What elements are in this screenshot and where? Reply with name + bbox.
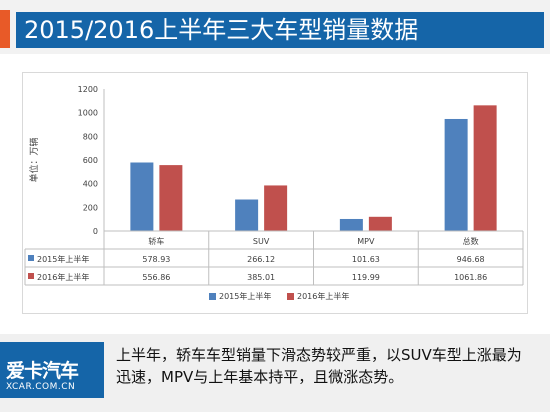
bar bbox=[368, 216, 392, 231]
header-accent-stripe bbox=[0, 10, 10, 48]
y-tick-label: 600 bbox=[83, 156, 98, 165]
table-series-label: 2015年上半年 bbox=[37, 254, 89, 264]
legend-label: 2016年上半年 bbox=[297, 291, 349, 301]
category-label: 总数 bbox=[463, 236, 479, 246]
footer: 爱卡汽车 XCAR.COM.CN 上半年，轿车车型销量下滑态势较严重，以SUV车… bbox=[0, 334, 550, 412]
legend-swatch bbox=[287, 293, 294, 300]
table-legend-key bbox=[28, 255, 34, 261]
page-title: 2015/2016上半年三大车型销量数据 bbox=[16, 12, 544, 48]
bar bbox=[339, 218, 363, 231]
data-label: 101.63 bbox=[352, 255, 380, 264]
legend-swatch bbox=[209, 293, 216, 300]
y-tick-label: 0 bbox=[93, 227, 98, 236]
bar bbox=[235, 199, 259, 231]
logo-cn-text: 爱卡汽车 bbox=[6, 360, 79, 382]
logo-en-text: XCAR.COM.CN bbox=[6, 382, 76, 392]
summary-text: 上半年，轿车车型销量下滑态势较严重，以SUV车型上涨最为迅速，MPV与上年基本持… bbox=[116, 346, 522, 386]
data-label: 1061.86 bbox=[454, 273, 487, 282]
data-label: 578.93 bbox=[142, 255, 170, 264]
data-label: 556.86 bbox=[142, 273, 170, 282]
chart-frame: 0 200 400 600 800 1000 1200 单位：万辆轿车 SUV MPV 总数 2015… bbox=[22, 72, 528, 314]
bar bbox=[159, 165, 183, 231]
category-label: MPV bbox=[357, 237, 375, 246]
data-label: 946.68 bbox=[457, 255, 485, 264]
xcar-logo: 爱卡汽车 XCAR.COM.CN bbox=[0, 342, 104, 398]
bar bbox=[444, 118, 468, 231]
y-tick-label: 1000 bbox=[78, 109, 98, 118]
y-tick-label: 200 bbox=[83, 203, 98, 212]
data-label: 385.01 bbox=[247, 273, 275, 282]
table-legend-key bbox=[28, 273, 34, 279]
data-label: 119.99 bbox=[352, 273, 380, 282]
y-tick-label: 1200 bbox=[78, 85, 98, 94]
header-bar: 2015/2016上半年三大车型销量数据 bbox=[0, 0, 550, 54]
bar bbox=[130, 162, 154, 231]
bar bbox=[473, 105, 497, 231]
y-tick-label: 400 bbox=[83, 180, 98, 189]
legend-label: 2015年上半年 bbox=[219, 291, 271, 301]
bar bbox=[264, 185, 288, 231]
table-series-label: 2016年上半年 bbox=[37, 272, 89, 282]
y-tick-label: 800 bbox=[83, 132, 98, 141]
y-axis-label: 单位：万辆 bbox=[28, 137, 40, 182]
data-label: 266.12 bbox=[247, 255, 275, 264]
category-label: SUV bbox=[253, 237, 270, 246]
category-label: 轿车 bbox=[148, 236, 164, 246]
